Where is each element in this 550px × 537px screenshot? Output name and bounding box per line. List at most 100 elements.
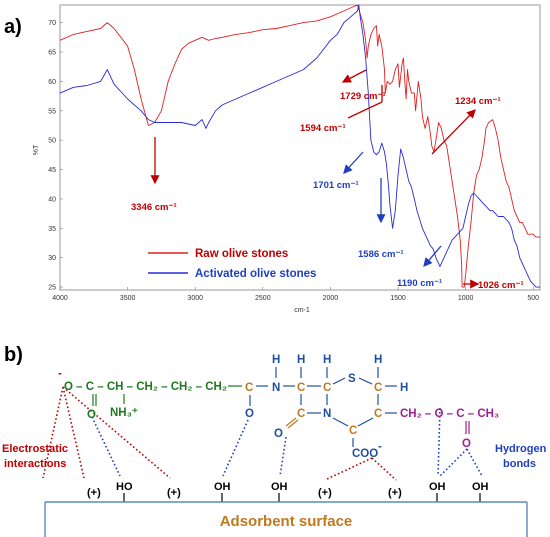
ftir-chart: 25 30 35 40 45 50 55 60 65 70 4000 3500 3000 2500 200… [33,4,541,314]
bond-c2-s [332,377,346,385]
surface-group-4: OH [214,481,231,493]
ring-carbon-4: C [297,408,305,420]
y-tick-label: 45 [48,167,56,174]
x-tick-label: 1000 [458,295,474,302]
electrostatic-line-4 [324,457,373,481]
series-activated-line [59,4,540,288]
ring-carbon-6: C [374,408,382,420]
hbond-line-3 [279,436,287,477]
x-tick-label: 4000 [52,295,68,302]
ring-sulfur: S [348,373,356,385]
label-1586: 1586 cm⁻¹ [358,249,404,260]
ring-carbon-1: C [297,382,305,394]
label-1190: 1190 cm⁻¹ [397,278,442,289]
label-1026: 1026 cm⁻¹ [478,280,524,291]
acetoxy-side-chain: CH₂ – O – C – CH₃ [400,408,499,420]
y-tick-label: 50 [48,138,56,145]
x-tick-label: 1500 [390,295,406,302]
carboxylate-group: COO [352,448,378,460]
ring-hydrogen-3: H [374,354,382,366]
amide-nitrogen: N [272,382,280,394]
y-tick-label: 55 [48,108,56,115]
hbond-line-2 [222,419,249,477]
surface-group-5: OH [271,481,288,493]
arrow-1190 [423,245,442,267]
arrow-1729 [341,69,367,83]
interaction-lines [42,386,483,481]
label-1594: 1594 cm⁻¹ [300,123,346,134]
electrostatic-line-5 [371,457,397,481]
x-tick-label: 3000 [187,295,203,302]
y-axis-ticks: 25 30 35 40 45 50 55 60 65 70 [48,20,63,292]
label-3346: 3346 cm⁻¹ [131,202,177,213]
y-tick-label: 70 [48,20,56,27]
amide-oxygen: O [245,408,254,420]
surface-group-6: (+) [318,487,332,499]
x-tick-label: 2500 [255,295,271,302]
label-1701: 1701 cm⁻¹ [313,180,359,191]
x-tick-label: 500 [527,295,539,302]
ammonium-group: NH₃⁺ [110,407,138,419]
ring-carbon-3: C [374,382,382,394]
ring-carbon-5: C [349,425,357,437]
series-layer [59,4,540,288]
amide-hydrogen: H [272,354,280,366]
carbonyl-oxygen: O [87,409,96,421]
bond-c5-c6 [357,417,374,427]
surface-group-7: (+) [388,487,402,499]
amino-acid-chain: O – C – CH – CH₂ – CH₂ – CH₂ [64,381,227,393]
surface-group-9: OH [472,481,489,493]
lactam-double-bond-1 [287,419,299,429]
ester-oxygen: O [462,438,471,450]
y-tick-label: 35 [48,226,56,233]
surface-group-3: (+) [167,487,181,499]
label-1729: 1729 cm⁻¹ [340,91,386,102]
surface-group-2: HO [116,481,133,493]
ring-hydrogen-2: H [323,354,331,366]
amide-carbon: C [245,382,253,394]
panel-b-label: b) [4,344,23,366]
surface-group-1: (+) [87,487,101,499]
hydrogen-label-2: bonds [503,458,536,470]
bond-s-c3 [358,377,373,385]
carboxylate-minus: - [58,368,62,380]
panel-a-label: a) [4,16,22,38]
label-1234: 1234 cm⁻¹ [455,96,501,107]
electrostatic-line-3 [62,386,171,479]
lactam-double-bond-2 [285,417,297,427]
hbond-line-6 [437,407,441,477]
carboxylate-charge: - [378,441,382,453]
arrow-1701 [343,151,364,174]
surface-group-8: OH [429,481,446,493]
hbond-line-4 [439,448,468,477]
y-axis-label: %T [33,144,40,155]
ring-nitrogen: N [323,408,331,420]
surface-label: Adsorbent surface [220,513,353,530]
lactam-oxygen: O [274,428,283,440]
electrostatic-label-1: Electrostatic [2,443,68,455]
leader-1594 [347,101,383,119]
electrostatic-label-2: interactions [4,458,66,470]
x-tick-label: 2000 [323,295,339,302]
y-tick-label: 40 [48,196,56,203]
y-tick-label: 60 [48,79,56,86]
y-tick-label: 30 [48,255,56,262]
hydrogen-label-1: Hydrogen [495,443,547,455]
arrow-1234 [431,109,476,155]
x-axis-label: cm-1 [294,307,310,314]
y-tick-label: 25 [48,285,56,292]
legend-raw-label: Raw olive stones [195,248,288,260]
x-tick-label: 3500 [120,295,136,302]
ring-carbon-2: C [323,382,331,394]
ring-hydrogen-1: H [297,354,305,366]
y-tick-label: 65 [48,50,56,57]
ring-hydrogen-4: H [400,382,408,394]
bond-n2-c5 [332,417,349,427]
legend-activated-label: Activated olive stones [195,268,316,280]
surface-groups: (+) HO (+) OH OH (+) (+) OH OH [87,481,489,502]
annotations: 3346 cm⁻¹ 1729 cm⁻¹ 1594 cm⁻¹ 1234 cm⁻¹ … [131,69,524,291]
hbond-line-5 [466,448,483,477]
x-axis-ticks: 4000 3500 3000 2500 2000 1500 1000 500 [52,287,539,302]
adsorption-diagram: - O – C – CH – CH₂ – CH₂ – CH₂ O NH₃⁺ C … [2,354,547,537]
